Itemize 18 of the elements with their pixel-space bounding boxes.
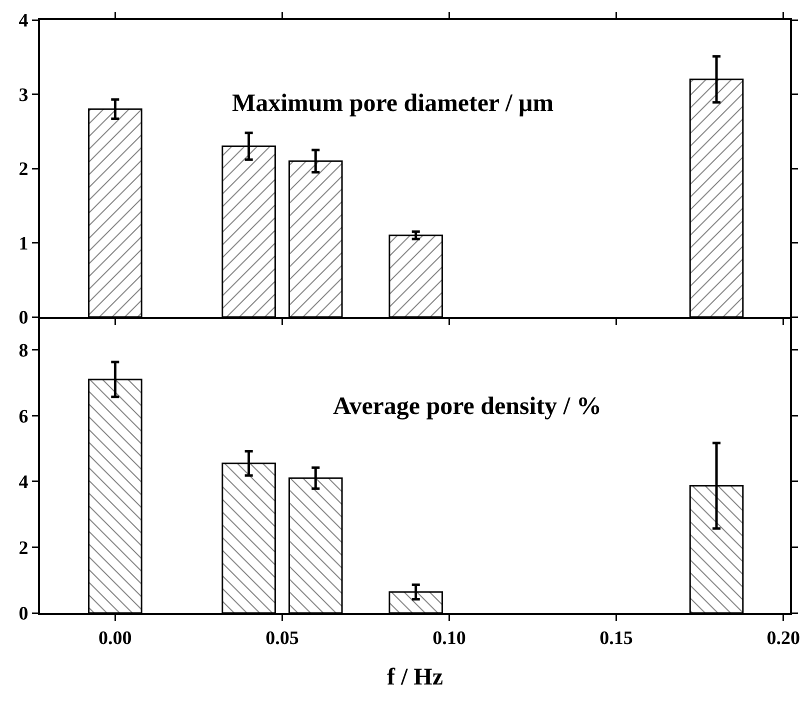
y-tick-label: 0 bbox=[18, 308, 28, 329]
y-tick-label: 8 bbox=[18, 340, 28, 362]
x-tick-label: 0.20 bbox=[766, 628, 800, 649]
annotation: Average pore density / % bbox=[333, 393, 602, 420]
x-tick-label: 0.00 bbox=[98, 628, 132, 649]
y-tick-label: 2 bbox=[18, 159, 28, 180]
y-tick-label: 2 bbox=[18, 538, 28, 559]
y-tick-label: 6 bbox=[18, 406, 28, 428]
y-tick-label: 3 bbox=[18, 84, 28, 106]
y-tick-label: 4 bbox=[18, 472, 29, 494]
x-tick-label: 0.05 bbox=[266, 628, 299, 649]
y-tick-label: 1 bbox=[18, 233, 28, 254]
y-tick-label: 0 bbox=[18, 604, 28, 625]
annotation: Maximum pore diameter / μm bbox=[232, 90, 554, 117]
x-tick-label: 0.10 bbox=[432, 628, 466, 649]
x-axis-title: f / Hz bbox=[387, 664, 444, 691]
y-tick-label: 4 bbox=[18, 10, 29, 32]
x-tick-label: 0.15 bbox=[600, 628, 633, 649]
